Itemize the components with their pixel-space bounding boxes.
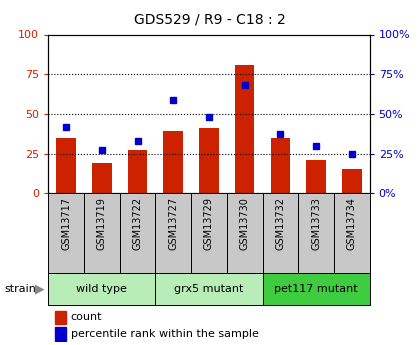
Bar — [163, 131, 183, 193]
Text: GDS529 / R9 - C18 : 2: GDS529 / R9 - C18 : 2 — [134, 12, 286, 26]
Bar — [199, 128, 219, 193]
Text: GSM13732: GSM13732 — [276, 197, 285, 250]
Bar — [128, 150, 147, 193]
Text: pet117 mutant: pet117 mutant — [274, 284, 358, 294]
Bar — [55, 327, 66, 341]
Text: grx5 mutant: grx5 mutant — [174, 284, 244, 294]
Text: strain: strain — [4, 284, 36, 294]
Bar — [235, 65, 255, 193]
Bar — [334, 193, 370, 273]
Bar — [270, 138, 290, 193]
Text: percentile rank within the sample: percentile rank within the sample — [71, 329, 259, 339]
Bar — [155, 273, 262, 305]
Bar — [262, 193, 298, 273]
Text: count: count — [71, 313, 102, 322]
Bar — [306, 160, 326, 193]
Bar — [56, 138, 76, 193]
Bar — [55, 310, 66, 324]
Bar — [298, 193, 334, 273]
Bar — [191, 193, 227, 273]
Bar — [155, 193, 191, 273]
Bar — [120, 193, 155, 273]
Text: GSM13719: GSM13719 — [97, 197, 107, 250]
Text: ▶: ▶ — [35, 283, 45, 295]
Bar — [92, 163, 112, 193]
Bar — [342, 169, 362, 193]
Text: GSM13733: GSM13733 — [311, 197, 321, 250]
Text: wild type: wild type — [76, 284, 127, 294]
Text: GSM13729: GSM13729 — [204, 197, 214, 250]
Text: GSM13717: GSM13717 — [61, 197, 71, 250]
Bar — [48, 273, 155, 305]
Bar — [262, 273, 370, 305]
Text: GSM13734: GSM13734 — [347, 197, 357, 250]
Bar — [48, 193, 84, 273]
Text: GSM13727: GSM13727 — [168, 197, 178, 250]
Text: GSM13722: GSM13722 — [133, 197, 142, 250]
Bar — [227, 193, 262, 273]
Bar — [84, 193, 120, 273]
Text: GSM13730: GSM13730 — [240, 197, 249, 250]
